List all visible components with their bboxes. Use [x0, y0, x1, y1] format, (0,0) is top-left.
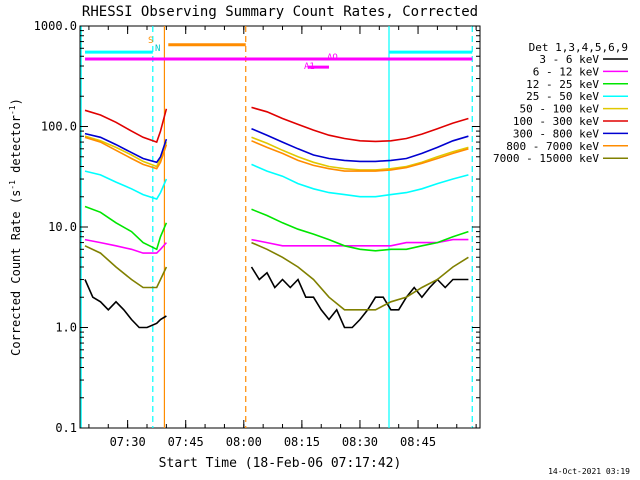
legend-entry-label: 3 - 6 keV — [539, 53, 599, 66]
legend-entry-label: 7000 - 15000 keV — [493, 152, 599, 165]
x-axis: 07:30 07:45 08:00 08:15 08:30 08:45 — [88, 26, 477, 449]
y-axis-label-main: Corrected Count Rate (s — [9, 190, 23, 356]
y-axis-label-end: ) — [9, 98, 23, 105]
series-line — [84, 135, 469, 171]
y-tick-label: 100.0 — [41, 120, 77, 134]
series-line — [84, 136, 469, 172]
legend-entry-label: 6 - 12 keV — [533, 65, 600, 78]
series-line — [84, 205, 469, 252]
legend-entry-label: 800 - 7000 keV — [506, 140, 599, 153]
x-tick-label: 08:00 — [226, 435, 262, 449]
chart-title: RHESSI Observing Summary Count Rates, Co… — [82, 4, 478, 20]
x-tick-label: 08:30 — [342, 435, 378, 449]
legend-title: Det 1,3,4,5,6,9 — [529, 41, 628, 54]
y-tick-label: 10.0 — [48, 220, 77, 234]
x-tick-label: 08:45 — [400, 435, 436, 449]
y-tick-label: 0.1 — [55, 421, 77, 435]
flag-n-label: N — [155, 44, 160, 54]
event-layer — [85, 43, 473, 69]
x-tick-label: 07:45 — [168, 435, 204, 449]
series-line — [84, 238, 469, 254]
footer-date: 14-Oct-2021 03:19 — [548, 467, 630, 476]
series-line — [84, 163, 469, 200]
flag-ao-label: AO — [327, 53, 338, 63]
x-axis-label: Start Time (18-Feb-06 07:17:42) — [159, 456, 402, 471]
legend-entry-label: 300 - 800 keV — [513, 127, 599, 140]
y-axis-label-sup1: -1 — [8, 180, 17, 190]
legend-entry-label: 12 - 25 keV — [526, 78, 599, 91]
flag-s-label: S — [148, 36, 153, 46]
flag-a1-label: A1 — [304, 62, 315, 72]
series-line — [84, 241, 469, 311]
y-axis: 0.1 1.0 10.0 100.0 1000.0 — [34, 19, 480, 435]
series-layer — [84, 106, 469, 329]
legend-entry-label: 25 - 50 keV — [526, 90, 599, 103]
y-tick-label: 1.0 — [55, 321, 77, 335]
x-tick-label: 08:15 — [284, 435, 320, 449]
plot-area — [79, 25, 481, 429]
legend-entry-label: 100 - 300 keV — [513, 115, 599, 128]
legend-entry-label: 50 - 100 keV — [520, 103, 600, 116]
y-axis-label-mid: detector — [9, 115, 23, 180]
series-line — [84, 106, 469, 144]
series-line — [84, 266, 469, 329]
y-axis-label-sup2: -1 — [8, 105, 17, 115]
x-tick-label: 07:30 — [110, 435, 146, 449]
event-labels: S N AO A1 — [148, 36, 338, 72]
y-tick-label: 1000.0 — [34, 19, 77, 33]
y-axis-label: Corrected Count Rate (s-1 detector-1) — [8, 98, 23, 356]
series-line — [84, 127, 469, 164]
